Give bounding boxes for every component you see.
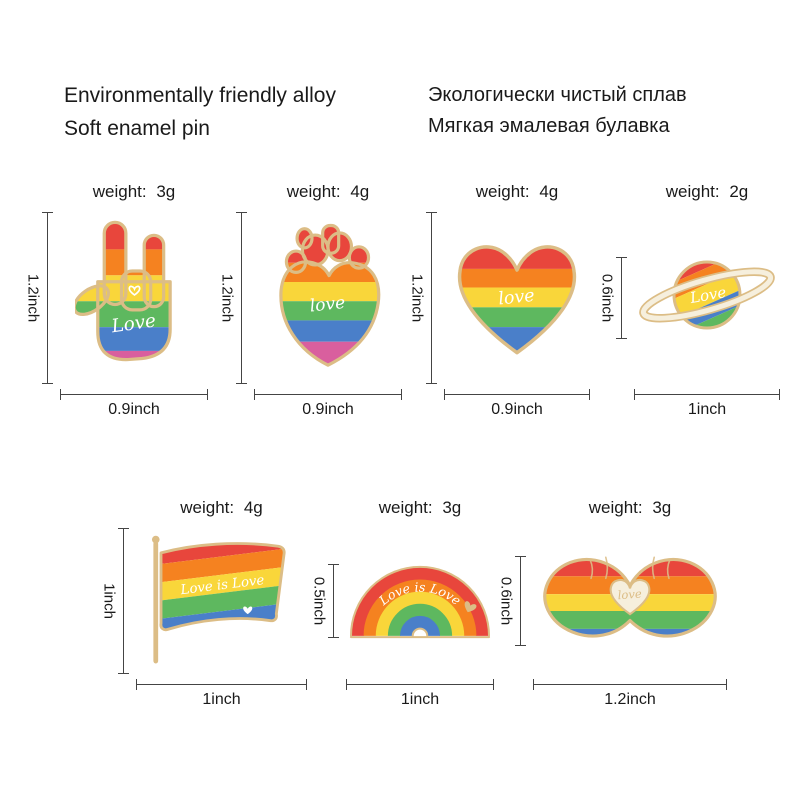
vertical-dimension-line xyxy=(236,212,247,384)
height-dimension-label: 0.6inch xyxy=(598,273,616,323)
gold-outline xyxy=(158,541,286,631)
height-dimension-label: 1.2inch xyxy=(408,273,426,323)
rainbow-flag-pin-icon: Love is Love xyxy=(151,535,286,663)
pin-love-text: love xyxy=(617,587,642,603)
horizontal-dimension-line xyxy=(533,679,727,690)
center-heart-icon xyxy=(609,578,651,616)
rainbow-planet-pin-icon: Love xyxy=(639,260,775,330)
gold-outline xyxy=(74,220,172,362)
rainbow-stripes xyxy=(351,567,489,637)
rainbow-stripes xyxy=(74,222,170,360)
title-en-line2: Soft enamel pin xyxy=(64,116,210,140)
weight-label: weight: 3g xyxy=(92,182,176,201)
title-ru-line1: Экологически чистый сплав xyxy=(428,84,687,106)
horizontal-dimension: 1.2inch xyxy=(529,679,731,718)
pin-card-rainbow-planet: weight: 2g 0.6inch xyxy=(599,182,784,428)
title-ru-line2: Мягкая эмалевая булавка xyxy=(428,115,670,137)
horizontal-dimension: 0.9inch xyxy=(250,389,406,428)
anatomical-heart-pin-icon: love xyxy=(279,223,381,367)
vertical-dimension-line xyxy=(616,257,627,339)
width-dimension-label: 1inch xyxy=(400,691,440,708)
rainbow-heart-pin-icon: love xyxy=(457,245,577,355)
title-english: Environmentally friendly alloy Soft enam… xyxy=(64,80,336,145)
pin-card-heart-hands: weight: 3g 0.6inch xyxy=(498,498,731,718)
weight-label: weight: 2g xyxy=(665,182,749,201)
planet-ring xyxy=(639,267,775,323)
small-heart-icon xyxy=(242,606,252,614)
vertical-dimension: 1inch xyxy=(101,528,132,674)
vertical-dimension: 1.2inch xyxy=(409,212,440,384)
heart-hands-pin-icon: love xyxy=(543,556,717,638)
horizontal-dimension: 1inch xyxy=(630,389,784,428)
pin-card-rainbow-flag: weight: 4g 1inch xyxy=(101,498,311,718)
gold-outline xyxy=(349,565,491,639)
ily-hand-pin-icon: Love xyxy=(74,220,172,362)
horizontal-dimension-line xyxy=(60,389,208,400)
rainbow-arch-pin-icon: Love is Love xyxy=(349,565,491,639)
weight-label: weight: 3g xyxy=(378,498,462,517)
pin-card-ily-hand: weight: 3g 1.2inch xyxy=(25,182,212,428)
width-dimension-label: 1.2inch xyxy=(604,691,656,708)
horizontal-dimension-line xyxy=(444,389,590,400)
small-heart-icon xyxy=(127,285,141,296)
vertical-dimension: 0.6inch xyxy=(599,212,630,384)
vertical-dimension-line xyxy=(515,556,526,646)
vertical-dimension-line xyxy=(328,564,339,638)
horizontal-dimension: 0.9inch xyxy=(440,389,594,428)
pin-love-text: love xyxy=(309,293,346,317)
height-dimension-label: 0.5inch xyxy=(310,576,328,626)
pin-card-anatomical-heart: weight: 4g 1.2inch xyxy=(219,182,406,428)
height-dimension-label: 1.2inch xyxy=(24,273,42,323)
height-dimension-label: 1.2inch xyxy=(218,273,236,323)
rainbow-stripes xyxy=(160,543,284,630)
weight-label: weight: 4g xyxy=(286,182,370,201)
vertical-dimension-line xyxy=(42,212,53,384)
horizontal-dimension-line xyxy=(254,389,402,400)
gold-outline xyxy=(543,557,717,638)
horizontal-dimension-line xyxy=(136,679,307,690)
weight-label: weight: 4g xyxy=(180,498,263,517)
gold-outline xyxy=(279,223,381,367)
horizontal-dimension-line xyxy=(346,679,494,690)
vertical-dimension: 0.6inch xyxy=(498,528,529,674)
vertical-dimension-line xyxy=(426,212,437,384)
gold-outline xyxy=(457,245,577,355)
width-dimension-label: 1inch xyxy=(687,401,727,418)
weight-label: weight: 4g xyxy=(475,182,559,201)
weight-label: weight: 3g xyxy=(588,498,672,517)
width-dimension-label: 0.9inch xyxy=(302,401,354,418)
horizontal-dimension: 1inch xyxy=(342,679,498,718)
height-dimension-label: 0.6inch xyxy=(497,576,515,626)
height-dimension-label: 1inch xyxy=(100,583,118,619)
pin-card-rainbow-arch: weight: 3g 0.5inch xyxy=(311,498,498,718)
vertical-dimension: 1.2inch xyxy=(219,212,250,384)
horizontal-dimension: 0.9inch xyxy=(56,389,212,428)
horizontal-dimension: 1inch xyxy=(132,679,311,718)
flag-pole xyxy=(151,535,160,663)
horizontal-dimension-line xyxy=(634,389,780,400)
title-en-line1: Environmentally friendly alloy xyxy=(64,84,336,107)
vertical-dimension-line xyxy=(118,528,129,674)
pin-card-rainbow-heart: weight: 4g 1.2inch love xyxy=(409,182,594,428)
vertical-dimension: 1.2inch xyxy=(25,212,56,384)
pin-love-text: love xyxy=(497,286,535,310)
width-dimension-label: 0.9inch xyxy=(491,401,543,418)
width-dimension-label: 0.9inch xyxy=(108,401,160,418)
small-heart-icon xyxy=(464,601,477,613)
vertical-dimension: 0.5inch xyxy=(311,528,342,674)
title-russian: Экологически чистый сплав Мягкая эмалева… xyxy=(428,80,687,142)
width-dimension-label: 1inch xyxy=(202,691,241,708)
